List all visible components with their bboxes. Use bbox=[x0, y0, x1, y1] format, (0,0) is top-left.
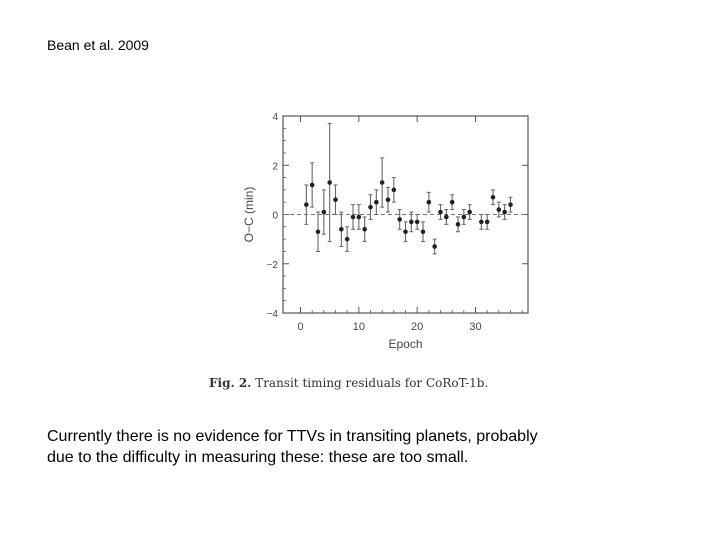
data-point bbox=[327, 180, 332, 185]
data-point bbox=[508, 202, 513, 207]
data-point bbox=[350, 214, 356, 220]
data-point bbox=[315, 229, 321, 235]
data-point bbox=[409, 219, 414, 225]
figure-caption: Fig. 2. Transit timing residuals for CoR… bbox=[209, 376, 488, 390]
data-point bbox=[385, 197, 391, 203]
data-point bbox=[356, 214, 362, 220]
data-point bbox=[449, 199, 455, 205]
data-point bbox=[321, 209, 327, 215]
data-point bbox=[309, 182, 315, 188]
body-line-2: due to the difficulty in measuring these… bbox=[47, 449, 469, 466]
y-tick-label: 0 bbox=[272, 211, 278, 222]
data-point bbox=[304, 202, 309, 207]
y-tick-label: 2 bbox=[272, 161, 278, 172]
data-point bbox=[490, 194, 496, 200]
ttv-figure: −4 −2 0 2 4 0 10 20 30 Epoch O−C (min) bbox=[215, 108, 545, 393]
x-tick-label: 10 bbox=[353, 321, 365, 333]
x-axis-label: Epoch bbox=[388, 337, 422, 351]
y-tick-label: 4 bbox=[272, 112, 278, 123]
data-point bbox=[484, 219, 490, 225]
data-point bbox=[426, 199, 432, 205]
data-point bbox=[397, 217, 402, 222]
y-tick-label: −2 bbox=[267, 260, 279, 271]
data-point bbox=[461, 214, 467, 220]
data-point bbox=[414, 219, 420, 225]
data-point bbox=[438, 209, 443, 215]
data-point bbox=[455, 222, 461, 227]
data-point bbox=[444, 214, 449, 220]
data-point bbox=[479, 219, 484, 225]
data-point bbox=[344, 236, 350, 242]
data-point bbox=[362, 226, 367, 232]
x-tick-label: 20 bbox=[411, 321, 423, 333]
data-point bbox=[391, 187, 397, 193]
data-point bbox=[368, 204, 373, 210]
residuals-chart: −4 −2 0 2 4 0 10 20 30 Epoch O−C (min) bbox=[242, 112, 529, 351]
data-point bbox=[420, 229, 426, 235]
x-tick-label: 30 bbox=[469, 321, 481, 333]
caption-label: Fig. 2. bbox=[209, 376, 252, 390]
y-axis-label: O−C (min) bbox=[242, 187, 256, 243]
caption-text: Transit timing residuals for CoRoT-1b. bbox=[255, 376, 489, 390]
data-point bbox=[432, 244, 437, 249]
data-point bbox=[333, 197, 338, 203]
data-point bbox=[379, 180, 385, 185]
citation-header: Bean et al. 2009 bbox=[47, 37, 149, 53]
body-paragraph: Currently there is no evidence for TTVs … bbox=[47, 426, 647, 468]
data-point bbox=[403, 229, 408, 235]
x-tick-label: 0 bbox=[297, 321, 303, 333]
data-point bbox=[467, 209, 472, 215]
y-tick-label: −4 bbox=[267, 309, 279, 320]
data-point bbox=[496, 207, 502, 212]
data-point bbox=[374, 199, 379, 205]
body-line-1: Currently there is no evidence for TTVs … bbox=[47, 428, 538, 445]
data-point bbox=[502, 209, 507, 215]
data-point bbox=[339, 226, 344, 232]
